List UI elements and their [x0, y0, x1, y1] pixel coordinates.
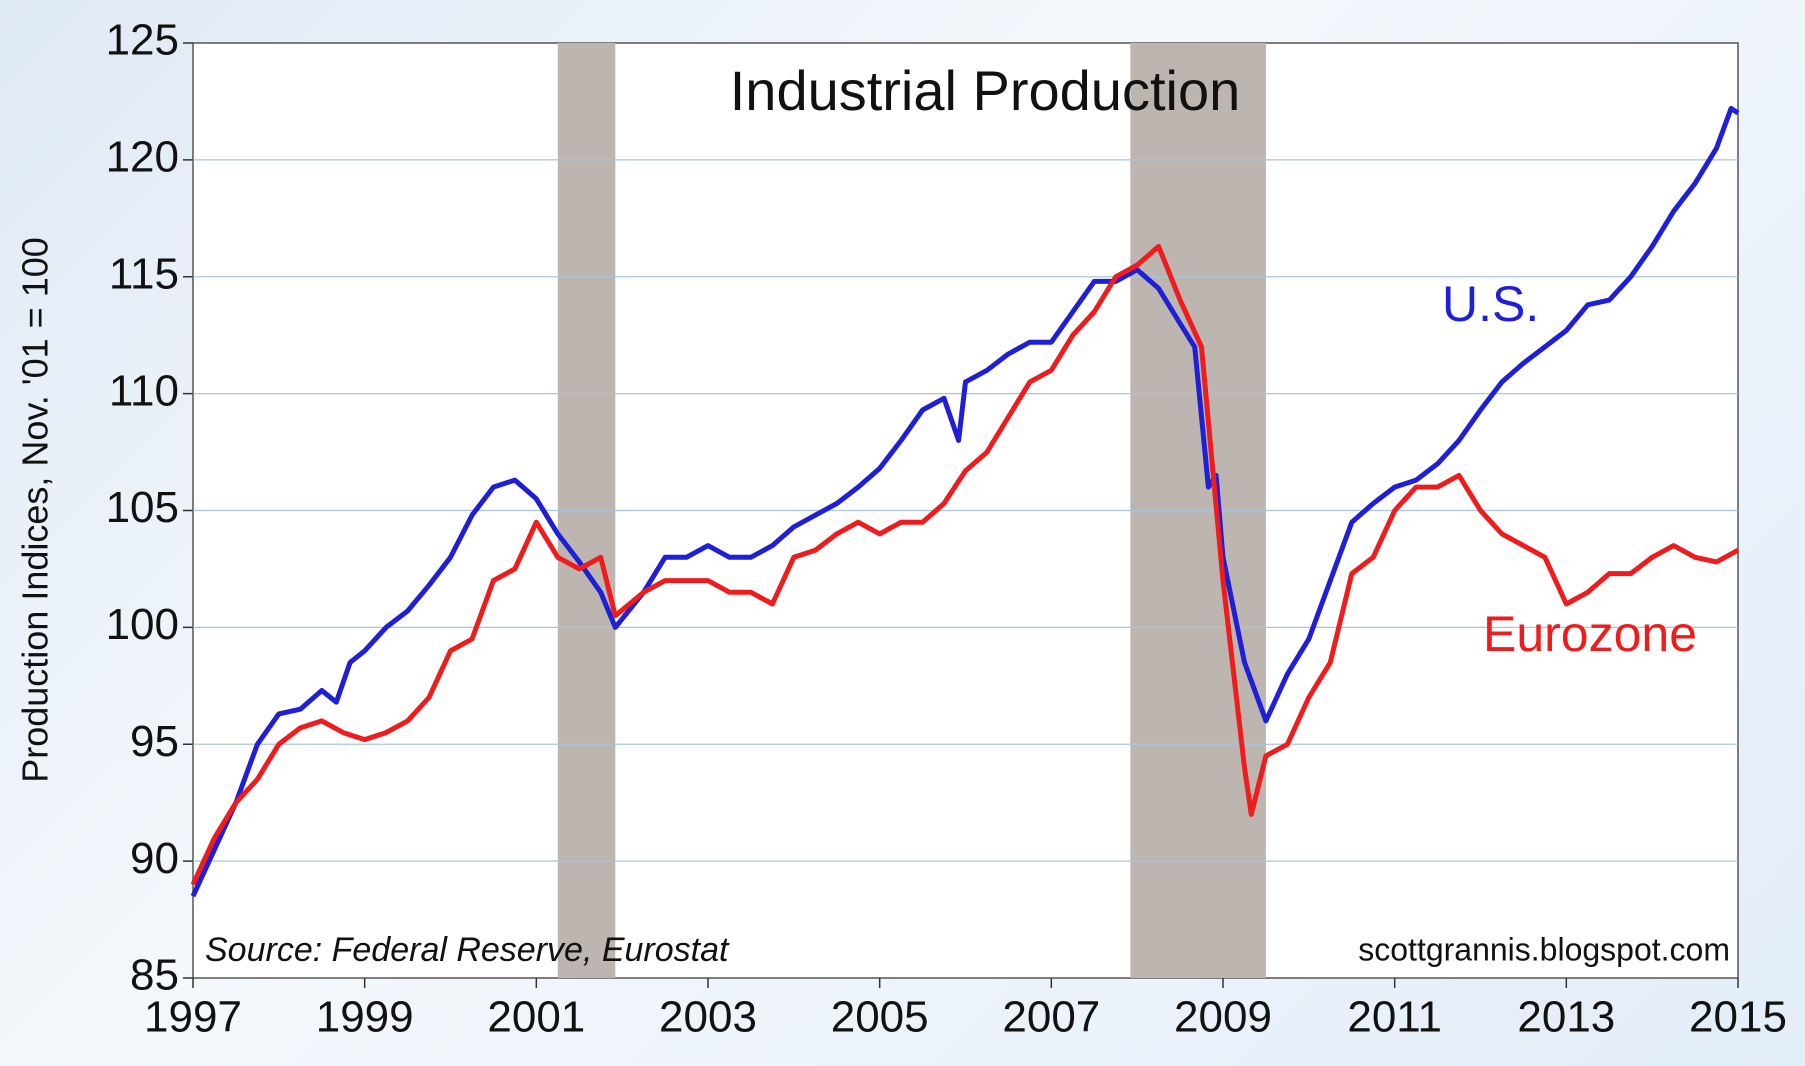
y-tick-label: 105 [106, 483, 179, 532]
series-label: U.S. [1442, 276, 1539, 332]
y-tick-label: 95 [130, 717, 179, 766]
y-axis-label: Production Indices, Nov. '01 = 100 [15, 237, 56, 783]
series-line [190, 243, 1740, 886]
x-tick-label: 2015 [1689, 993, 1787, 1042]
y-tick-label: 85 [130, 951, 179, 1000]
x-tick-label: 2003 [659, 993, 757, 1042]
y-tick-label: 90 [130, 834, 179, 883]
source-note: Source: Federal Reserve, Eurostat [205, 931, 730, 969]
series-label: Eurozone [1483, 606, 1697, 662]
y-tick-label: 120 [106, 133, 179, 182]
x-tick-label: 2009 [1174, 993, 1272, 1042]
y-tick-label: 115 [109, 249, 179, 298]
chart-title: Industrial Production [730, 59, 1241, 122]
x-tick-label: 1997 [144, 993, 242, 1042]
x-tick-label: 2005 [831, 993, 929, 1042]
y-tick-label: 125 [106, 16, 179, 65]
y-tick-label: 100 [106, 600, 179, 649]
x-tick-label: 2001 [487, 993, 585, 1042]
series-line [190, 105, 1740, 898]
credit: scottgrannis.blogspot.com [1358, 931, 1730, 967]
y-tick-label: 110 [109, 366, 179, 415]
x-tick-label: 2007 [1002, 993, 1100, 1042]
x-tick-label: 2013 [1517, 993, 1615, 1042]
x-tick-label: 1999 [316, 993, 414, 1042]
x-tick-label: 2011 [1347, 993, 1442, 1042]
